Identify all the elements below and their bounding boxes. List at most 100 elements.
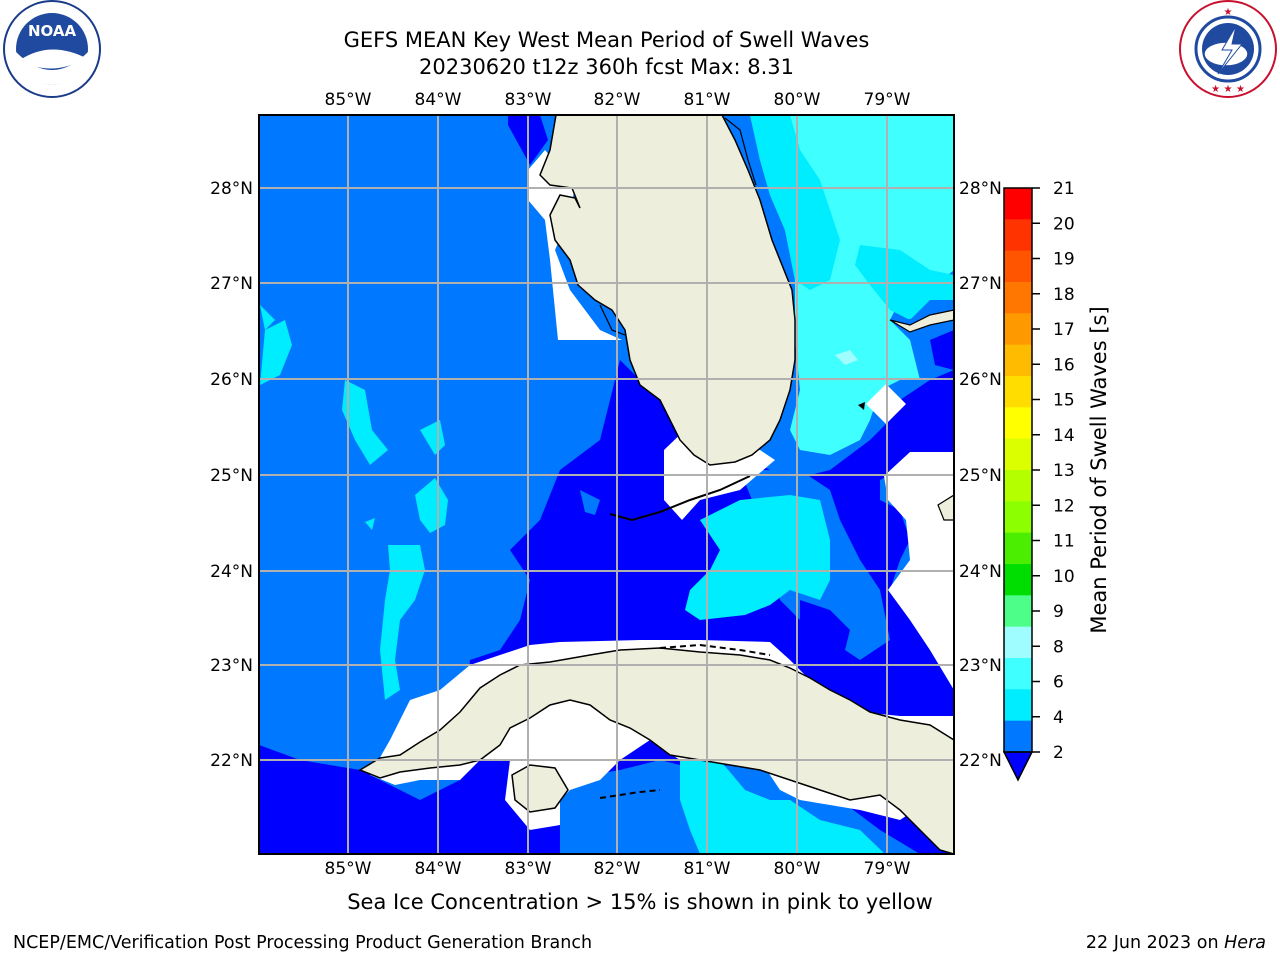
colorbar-swatch [1004,501,1032,534]
sea-ice-note: Sea Ice Concentration > 15% is shown in … [347,890,933,914]
colorbar-tick-label: 6 [1053,673,1064,693]
colorbar-swatch [1004,626,1032,659]
colorbar-tick-label: 9 [1053,602,1064,622]
swell-field-4-6s-small-2 [415,478,448,533]
swell-field-4-6s-central [342,380,388,465]
lon-label-top: 81°W [684,90,731,110]
colorbar-ticks: 21 20 19 18 17 16 15 14 13 12 11 10 9 8 6 4 2 [1032,179,1075,763]
colorbar-swatch [1004,595,1032,628]
colorbar-tick-label: 19 [1053,250,1075,270]
lon-label-top: 84°W [415,90,462,110]
lat-label-right: 26°N [959,370,1002,390]
lon-label-bottom: 79°W [864,859,911,879]
lat-label-left: 23°N [210,656,253,676]
swell-field-below-2s-patch [800,600,850,650]
missing-data-fl-west-coast [528,150,622,340]
svg-text:★: ★ [1224,7,1233,18]
lat-label-right: 27°N [959,274,1002,294]
colorbar-tick-label: 18 [1053,285,1075,305]
colorbar: 21 20 19 18 17 16 15 14 13 12 11 10 9 8 6 4 2 Mean Perio… [1002,179,1111,782]
lat-label-right: 28°N [959,179,1002,199]
cuba-north-cays [659,643,771,656]
colorbar-tick-label: 2 [1053,743,1064,763]
florida-coast-detail [599,304,626,336]
colorbar-swatch [1004,720,1032,753]
colorbar-swatch [1004,689,1032,722]
swell-field-below-2s-bahamas [930,330,954,370]
colorbar-swatch [1004,282,1032,314]
footer-date-text: 22 Jun 2023 on [1085,933,1219,953]
colorbar-swatch [1004,532,1032,565]
lat-label-left: 22°N [210,751,253,771]
colorbar-swatch [1004,376,1032,408]
map-plot-area [259,115,954,854]
swell-field-4-6s-nw [260,305,275,330]
colorbar-tick-label: 4 [1053,708,1064,728]
lon-label-bottom: 82°W [594,859,641,879]
lat-label-right: 23°N [959,656,1002,676]
lon-label-top: 82°W [594,90,641,110]
swell-field-4-6s-west [260,320,292,385]
colorbar-swatch [1004,219,1032,252]
bahamas-andros [937,494,954,521]
swell-field-4-6s-florida-straits [685,495,830,620]
colorbar-tick-label: 11 [1053,532,1075,552]
lat-label-left: 28°N [210,179,253,199]
colorbar-swatch [1004,313,1032,346]
map-title: GEFS MEAN Key West Mean Period of Swell … [343,28,870,52]
colorbar-tick-label: 17 [1053,320,1075,340]
colorbar-swatch [1004,658,1032,690]
cuba-south-cays [599,789,661,799]
lat-labels-left: 28°N 27°N 26°N 25°N 24°N 23°N 22°N [210,179,253,771]
lat-label-right: 24°N [959,562,1002,582]
florida-landmass [539,115,796,466]
lat-label-left: 25°N [210,466,253,486]
cuba-landmass [358,647,954,854]
lat-label-left: 24°N [210,562,253,582]
colorbar-swatch [1004,438,1032,471]
colorbar-swatch [1004,188,1032,220]
lon-label-bottom: 85°W [325,859,372,879]
colorbar-swatch [1004,470,1032,502]
lon-label-bottom: 84°W [415,859,462,879]
lon-label-top: 83°W [505,90,552,110]
colorbar-swatch [1004,250,1032,283]
swell-field-2-4s-patch [580,490,600,515]
lon-labels-top: 85°W 84°W 83°W 82°W 81°W 80°W 79°W [325,90,911,110]
colorbar-extend-triangle [1002,751,1034,782]
lat-label-right: 25°N [959,466,1002,486]
svg-text:★ ★ ★: ★ ★ ★ [1211,84,1245,95]
colorbar-tick-label: 8 [1053,637,1064,657]
lon-label-top: 80°W [774,90,821,110]
colorbar-tick-label: 21 [1053,179,1075,199]
footer-date: 22 Jun 2023 on Hera [1086,933,1266,953]
lat-labels-right: 28°N 27°N 26°N 25°N 24°N 23°N 22°N [959,179,1002,771]
map-frame [258,114,955,855]
colorbar-tick-label: 13 [1053,461,1075,481]
lon-label-bottom: 81°W [684,859,731,879]
colorbar-swatches [1004,188,1032,753]
noaa-logo-icon: NOAA [3,0,101,98]
bahamas-grand-bahama [889,309,954,333]
colorbar-swatch [1004,407,1032,440]
footer-host: Hera [1224,933,1266,953]
lat-label-left: 26°N [210,370,253,390]
footer-credit: NCEP/EMC/Verification Post Processing Pr… [13,933,593,953]
swell-field-4-6s-gulf-tongue [380,545,425,700]
florida-keys [609,475,751,522]
nws-logo-icon: ★ ★ ★ ★ [1179,0,1277,98]
colorbar-swatch [1004,344,1032,377]
isla-de-la-juventud [511,764,569,813]
graticule [259,115,954,854]
colorbar-title: Mean Period of Swell Waves [s] [1087,306,1111,633]
colorbar-swatch [1004,564,1032,596]
lat-label-left: 27°N [210,274,253,294]
swell-field-4-6s-small-3 [365,518,375,530]
colorbar-tick-label: 16 [1053,355,1075,375]
colorbar-tick-label: 12 [1053,496,1075,516]
colorbar-tick-label: 20 [1053,214,1075,234]
lon-label-top: 79°W [864,90,911,110]
map-subtitle: 20230620 t12z 360h fcst Max: 8.31 [419,55,794,79]
